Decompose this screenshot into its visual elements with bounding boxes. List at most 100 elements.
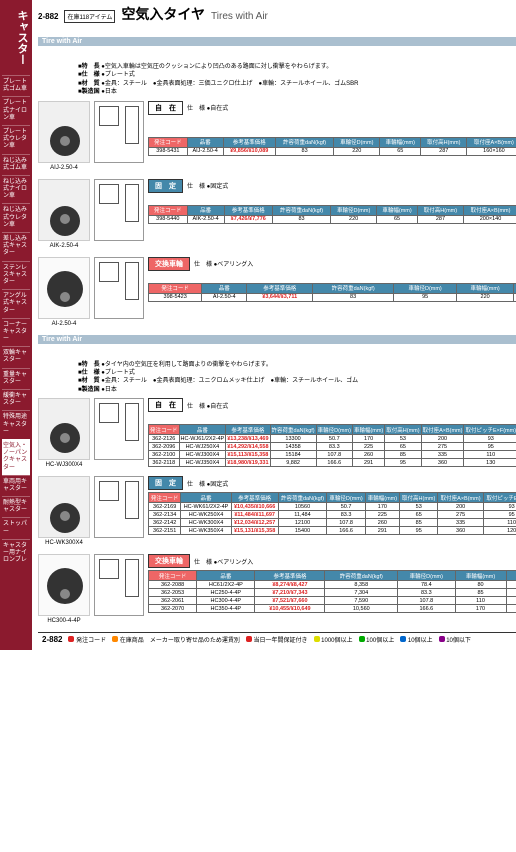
spec-table: 発注コード品番参考基準価格許容荷重daN(kgf)車輪径D(mm)車輪幅(mm)… — [148, 137, 516, 156]
sidebar-item[interactable]: 耐熱型キャスター — [2, 496, 30, 517]
legend-item: 発注コード — [68, 638, 112, 644]
ship-note: （価格改定日 17.10） — [148, 195, 516, 204]
brand-note: ㈱ヨドノ【926809】 — [148, 414, 516, 423]
sidebar-title: キャスター — [2, 4, 30, 71]
legend-item: 当日一年間保証付き — [246, 638, 314, 644]
product-body: 交換車輪 仕 様 ●ベアリング入 発注コード品番参考基準価格許容荷重daN(kg… — [148, 554, 516, 624]
legend-item: 在庫商品 — [112, 638, 150, 644]
product-image — [38, 179, 90, 241]
model-code: AI-2.50-4 — [38, 321, 90, 327]
spec-block: ■特 長 ●空気入車輪は空気圧のクッションにより凹凸のある路面に対し衝撃をやわら… — [38, 63, 516, 97]
spec-block: ■特 長 ●タイヤ内の空気圧を利用して路面よりの衝撃をやわらげます。■仕 様 ●… — [38, 361, 516, 395]
variant-header: 固 定 仕 様 ●固定式 — [148, 179, 516, 193]
sidebar-item[interactable]: キャスター用ナイロンブレ — [2, 539, 30, 568]
product-image-col: HC-WK300X4 — [38, 476, 90, 546]
sidebar-item[interactable]: 特殊用途キャスター — [2, 410, 30, 439]
sidebar-item[interactable]: アングル式キャスター — [2, 289, 30, 318]
sidebar-item[interactable]: 車両用キャスター — [2, 475, 30, 496]
variant-header: 交換車輪 仕 様 ●ベアリング入 — [148, 554, 516, 568]
sidebar-item[interactable]: ステンレスキャスター — [2, 261, 30, 290]
spec-table: 発注コード品番参考基準価格許容荷重daN(kgf)車輪径D(mm)車輪幅(mm)… — [148, 570, 516, 613]
dimension-diagram — [94, 257, 144, 319]
variant-badge: 自 在 — [148, 101, 183, 115]
title-jp: 空気入タイヤ — [121, 4, 205, 24]
title-en: Tires with Air — [211, 11, 268, 22]
product-body: 交換車輪 仕 様 ●ベアリング入 （価格改定日 17.10） 発注コード品番参考… — [148, 257, 516, 327]
main-content: 2-882 在庫118アイテム 空気入タイヤ Tires with Air ロゴ… — [32, 0, 516, 650]
section-bar: Tire with Air — [38, 335, 516, 344]
sidebar-items: プレート式ゴム車プレート式ナイロン車プレート式ウレタン車ねじ込み式ゴム車ねじ込み… — [2, 75, 30, 567]
brand-note: シクSISIN/Lブドクライス㈱【909803】 — [148, 127, 516, 136]
legend-item: 10個以上 — [400, 638, 438, 644]
product-image — [38, 257, 90, 319]
product-body: 自 在 仕 様 ●自在式 ㈱ヨドノ【926809】 発注コード品番参考基準価格許… — [148, 398, 516, 468]
product-image-col: HC300-4-4P — [38, 554, 90, 624]
page-code: 2-882 — [38, 12, 58, 21]
sidebar-item[interactable]: 空気入・ノーパンクキャスター — [2, 439, 30, 475]
page-header: 2-882 在庫118アイテム 空気入タイヤ Tires with Air — [38, 4, 516, 24]
item-count: 在庫118アイテム — [64, 10, 115, 23]
sidebar-item[interactable]: コーナーキャスター — [2, 318, 30, 347]
ship-note: （価格改定日 17.10） — [148, 273, 516, 282]
sidebar-item[interactable]: ねじ込み式ナイロン車 — [2, 175, 30, 204]
product-body: 固 定 仕 様 ●固定式 発注コード品番参考基準価格許容荷重daN(kgf)車輪… — [148, 476, 516, 546]
sidebar-item[interactable]: 差し込み式キャスター — [2, 232, 30, 261]
legend-item: 100個以上 — [359, 638, 401, 644]
variant-spec: 仕 様 ●自在式 — [187, 103, 228, 112]
sidebar-item[interactable]: 緩衝キャスター — [2, 389, 30, 410]
model-code: HC-WJ300X4 — [38, 462, 90, 468]
product-image — [38, 554, 90, 616]
category-sidebar: キャスター プレート式ゴム車プレート式ナイロン車プレート式ウレタン車ねじ込み式ゴ… — [0, 0, 32, 650]
footer-page: 2-882 — [42, 635, 62, 644]
legend-item: 1000個以上 — [314, 638, 359, 644]
product-image-col: AIK-2.50-4 — [38, 179, 90, 249]
variant-badge: 固 定 — [148, 476, 183, 490]
badges: RoHS軽軽荷重100 — [38, 48, 516, 61]
product-image-col: AI-2.50-4 — [38, 257, 90, 327]
legend-item: 10個以下 — [439, 638, 477, 644]
inquiry-line: 当商品のお問い合わせは：06-6972-3737 www.yodono.co.j… — [148, 614, 516, 623]
spec-table: 発注コード品番参考基準価格許容荷重daN(kgf)車輪径D(mm)車輪幅(mm)… — [148, 424, 516, 467]
sidebar-item[interactable]: 重量キャスター — [2, 368, 30, 389]
variant-spec: 仕 様 ●自在式 — [187, 401, 228, 410]
sidebar-item[interactable]: ねじ込み式ウレタン車 — [2, 203, 30, 232]
model-code: AIJ-2.50-4 — [38, 165, 90, 171]
sidebar-item[interactable]: プレート式ナイロン車 — [2, 96, 30, 125]
variant-header: 固 定 仕 様 ●固定式 — [148, 476, 516, 490]
dimension-diagram — [94, 476, 144, 538]
variant-spec: 仕 様 ●固定式 — [187, 479, 228, 488]
inquiry-line: 当商品のお問い合わせは：076-214-0449 www.sisiku.com/ — [148, 303, 516, 312]
variant-spec: 仕 様 ●ベアリング入 — [194, 557, 253, 566]
variant-badge: 固 定 — [148, 179, 183, 193]
dimension-diagram — [94, 101, 144, 163]
variant-spec: 仕 様 ●固定式 — [187, 181, 228, 190]
dimension-diagram — [94, 554, 144, 616]
variant-badge: 自 在 — [148, 398, 183, 412]
model-code: HC-WK300X4 — [38, 540, 90, 546]
sidebar-item[interactable]: ねじ込み式ゴム車 — [2, 154, 30, 175]
section-bar: Tire with Air — [38, 37, 516, 46]
sidebar-item[interactable]: ストッパー — [2, 517, 30, 538]
dimension-diagram — [94, 398, 144, 460]
spec-table: 発注コード品番参考基準価格許容荷重daN(kgf)車輪径D(mm)車輪幅(mm)… — [148, 492, 516, 535]
badges: RoHS軽軽荷重100中中荷重100-300 — [38, 346, 516, 359]
variant-header: 自 在 仕 様 ●自在式 — [148, 398, 516, 412]
product-image — [38, 398, 90, 460]
sidebar-item[interactable]: プレート式ゴム車 — [2, 75, 30, 96]
sidebar-item[interactable]: プレート式ウレタン車 — [2, 125, 30, 154]
model-code: HC300-4-4P — [38, 618, 90, 624]
variant-spec: 仕 様 ●ベアリング入 — [194, 259, 253, 268]
spec-table: 発注コード品番参考基準価格許容荷重daN(kgf)車輪径D(mm)車輪幅(mm)… — [148, 205, 516, 224]
logo-note: ロゴマークの横の数字は各ブランドの在庫アイテム数です。 — [38, 26, 516, 35]
sidebar-item[interactable]: 双輪キャスター — [2, 346, 30, 367]
product-image-col: HC-WJ300X4 — [38, 398, 90, 468]
variant-badge: 交換車輪 — [148, 554, 190, 568]
product-body: 固 定 仕 様 ●固定式 （価格改定日 17.10） 発注コード品番参考基準価格… — [148, 179, 516, 249]
spec-table: 発注コード品番参考基準価格許容荷重daN(kgf)車輪径D(mm)車輪幅(mm)… — [148, 283, 516, 302]
product-body: 自 在 仕 様 ●自在式 （価格改定日 17.10） シクSISIN/Lブドクラ… — [148, 101, 516, 171]
variant-header: 自 在 仕 様 ●自在式 — [148, 101, 516, 115]
variant-badge: 交換車輪 — [148, 257, 190, 271]
dimension-diagram — [94, 179, 144, 241]
product-image — [38, 101, 90, 163]
legend-item: メーカー取り寄せ品のため運賃別 — [150, 638, 246, 644]
